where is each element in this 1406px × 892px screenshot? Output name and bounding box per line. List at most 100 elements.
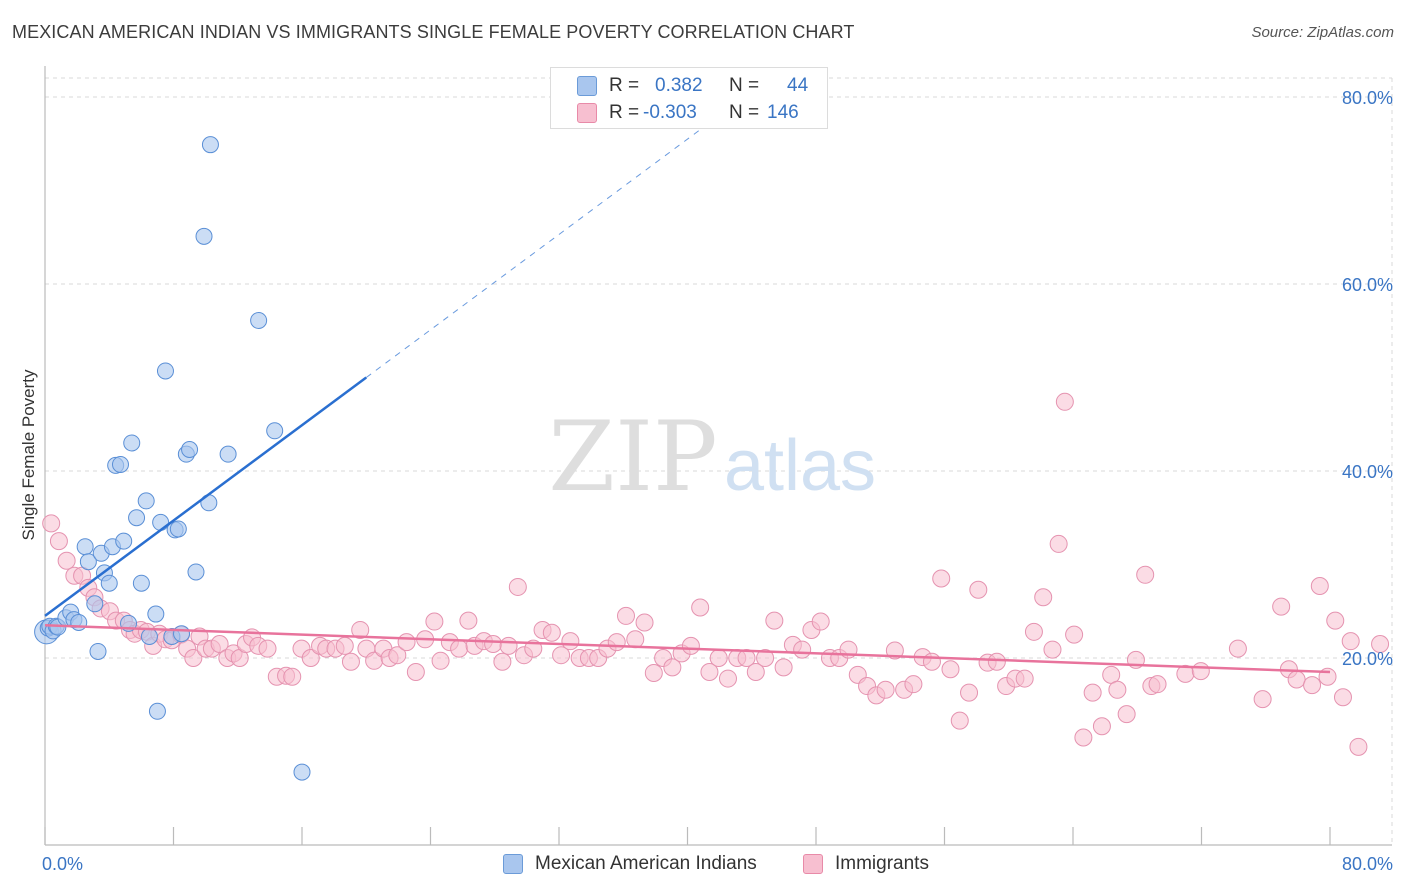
legend-label: Mexican American Indians xyxy=(535,853,757,874)
immigrants-point xyxy=(607,633,626,652)
immigrants-point xyxy=(932,569,951,588)
mexican-american-indians-points xyxy=(34,136,311,781)
immigrants-point xyxy=(42,514,61,533)
immigrants-points xyxy=(42,392,1390,756)
immigrants-point xyxy=(1065,625,1084,644)
legend-item-mexican-american-indians: Mexican American Indians xyxy=(503,850,757,878)
stats-n-label: N = xyxy=(729,102,760,123)
mexican-american-indians-point xyxy=(147,605,165,623)
legend-swatch-blue xyxy=(503,854,523,874)
immigrants-point xyxy=(774,658,793,677)
stats-swatch-blue xyxy=(577,76,597,96)
mexican-american-indians-point xyxy=(195,227,213,245)
chart-title: MEXICAN AMERICAN INDIAN VS IMMIGRANTS SI… xyxy=(12,22,855,42)
mexican-american-indians-point xyxy=(76,538,94,556)
immigrants-point xyxy=(987,652,1006,671)
source-label: Source: ZipAtlas.com xyxy=(1251,24,1394,41)
mexican-american-indians-point xyxy=(137,492,155,510)
mexican-american-indians-point xyxy=(70,613,88,631)
mexican-american-indians-point xyxy=(187,563,205,581)
immigrants-point xyxy=(1148,675,1167,694)
immigrants-point xyxy=(616,606,635,625)
immigrants-point xyxy=(1055,392,1074,411)
mexican-american-indians-point xyxy=(148,702,166,720)
y-tick-label: 80.0% xyxy=(1342,88,1393,108)
immigrants-point xyxy=(1349,737,1368,756)
stats-r-label: R = xyxy=(609,75,640,96)
immigrants-point xyxy=(1083,683,1102,702)
mexican-american-indians-point xyxy=(79,553,97,571)
mexican-american-indians-point xyxy=(156,362,174,380)
immigrants-point xyxy=(960,683,979,702)
immigrants-point xyxy=(718,669,737,688)
immigrants-point xyxy=(626,630,645,649)
mexican-american-indians-point xyxy=(111,455,129,473)
immigrants-point xyxy=(1092,717,1111,736)
immigrants-point xyxy=(1136,565,1155,584)
mexican-american-indians-point xyxy=(181,440,199,458)
immigrants-point xyxy=(388,646,407,665)
immigrants-point xyxy=(184,649,203,667)
immigrants-point xyxy=(635,613,654,632)
immigrants-point xyxy=(904,675,923,694)
stats-n-value: 44 xyxy=(787,75,809,96)
grid-lines xyxy=(45,77,1393,845)
immigrants-point xyxy=(1287,670,1306,689)
immigrants-point xyxy=(876,680,895,699)
y-tick-label: 40.0% xyxy=(1342,462,1393,482)
mexican-american-indians-point xyxy=(266,422,284,440)
mexican-american-indians-point xyxy=(86,595,104,613)
tick-labels: 20.0% 40.0% 60.0% 80.0% 0.0% 80.0% xyxy=(42,88,1393,874)
mexican-american-indians-point xyxy=(173,625,191,643)
immigrants-point xyxy=(1253,690,1272,709)
immigrants-point xyxy=(644,663,663,682)
immigrants-point xyxy=(459,611,478,630)
y-tick-label: 20.0% xyxy=(1342,649,1393,669)
immigrants-point xyxy=(508,577,527,596)
mexican-american-indians-point xyxy=(152,513,170,531)
stats-r-value: -0.303 xyxy=(643,102,697,123)
mexican-american-indians-point xyxy=(89,642,107,660)
stats-swatch-pink xyxy=(577,103,597,123)
blue-trend-line xyxy=(44,376,367,617)
immigrants-point xyxy=(765,611,784,630)
immigrants-point xyxy=(1341,632,1360,651)
stats-n-label: N = xyxy=(729,75,760,96)
immigrants-point xyxy=(57,551,76,570)
immigrants-point xyxy=(922,652,941,671)
mexican-american-indians-point xyxy=(132,574,150,592)
watermark-atlas: atlas xyxy=(724,426,876,506)
mexican-american-indians-point xyxy=(140,627,158,645)
mexican-american-indians-point xyxy=(123,434,141,452)
legend-swatch-pink xyxy=(803,854,823,874)
axes xyxy=(44,66,1392,846)
immigrants-point xyxy=(397,633,416,652)
immigrants-point xyxy=(542,623,561,642)
immigrants-point xyxy=(1272,597,1291,616)
immigrants-point xyxy=(793,640,812,659)
immigrants-point xyxy=(1371,634,1390,653)
immigrants-point xyxy=(351,620,370,639)
immigrants-point xyxy=(811,612,830,631)
immigrants-point xyxy=(663,658,682,677)
immigrants-point xyxy=(406,663,425,682)
immigrants-point xyxy=(885,641,904,660)
immigrants-point xyxy=(1108,680,1127,699)
immigrants-point xyxy=(561,632,580,651)
immigrants-point xyxy=(950,711,969,730)
immigrants-point xyxy=(49,532,68,551)
immigrants-point xyxy=(499,636,518,655)
mexican-american-indians-point xyxy=(100,574,118,592)
immigrants-point xyxy=(450,639,469,658)
mexican-american-indians-point xyxy=(169,520,187,538)
mexican-american-indians-point xyxy=(250,311,268,329)
x-tick-label-min: 0.0% xyxy=(42,854,83,874)
immigrants-point xyxy=(335,636,354,655)
immigrants-point xyxy=(341,652,360,671)
immigrants-point xyxy=(1228,639,1247,658)
stats-n-value: 146 xyxy=(767,102,799,123)
stats-r-value: 0.382 xyxy=(655,75,703,96)
mexican-american-indians-point xyxy=(201,136,219,154)
immigrants-point xyxy=(746,663,765,682)
